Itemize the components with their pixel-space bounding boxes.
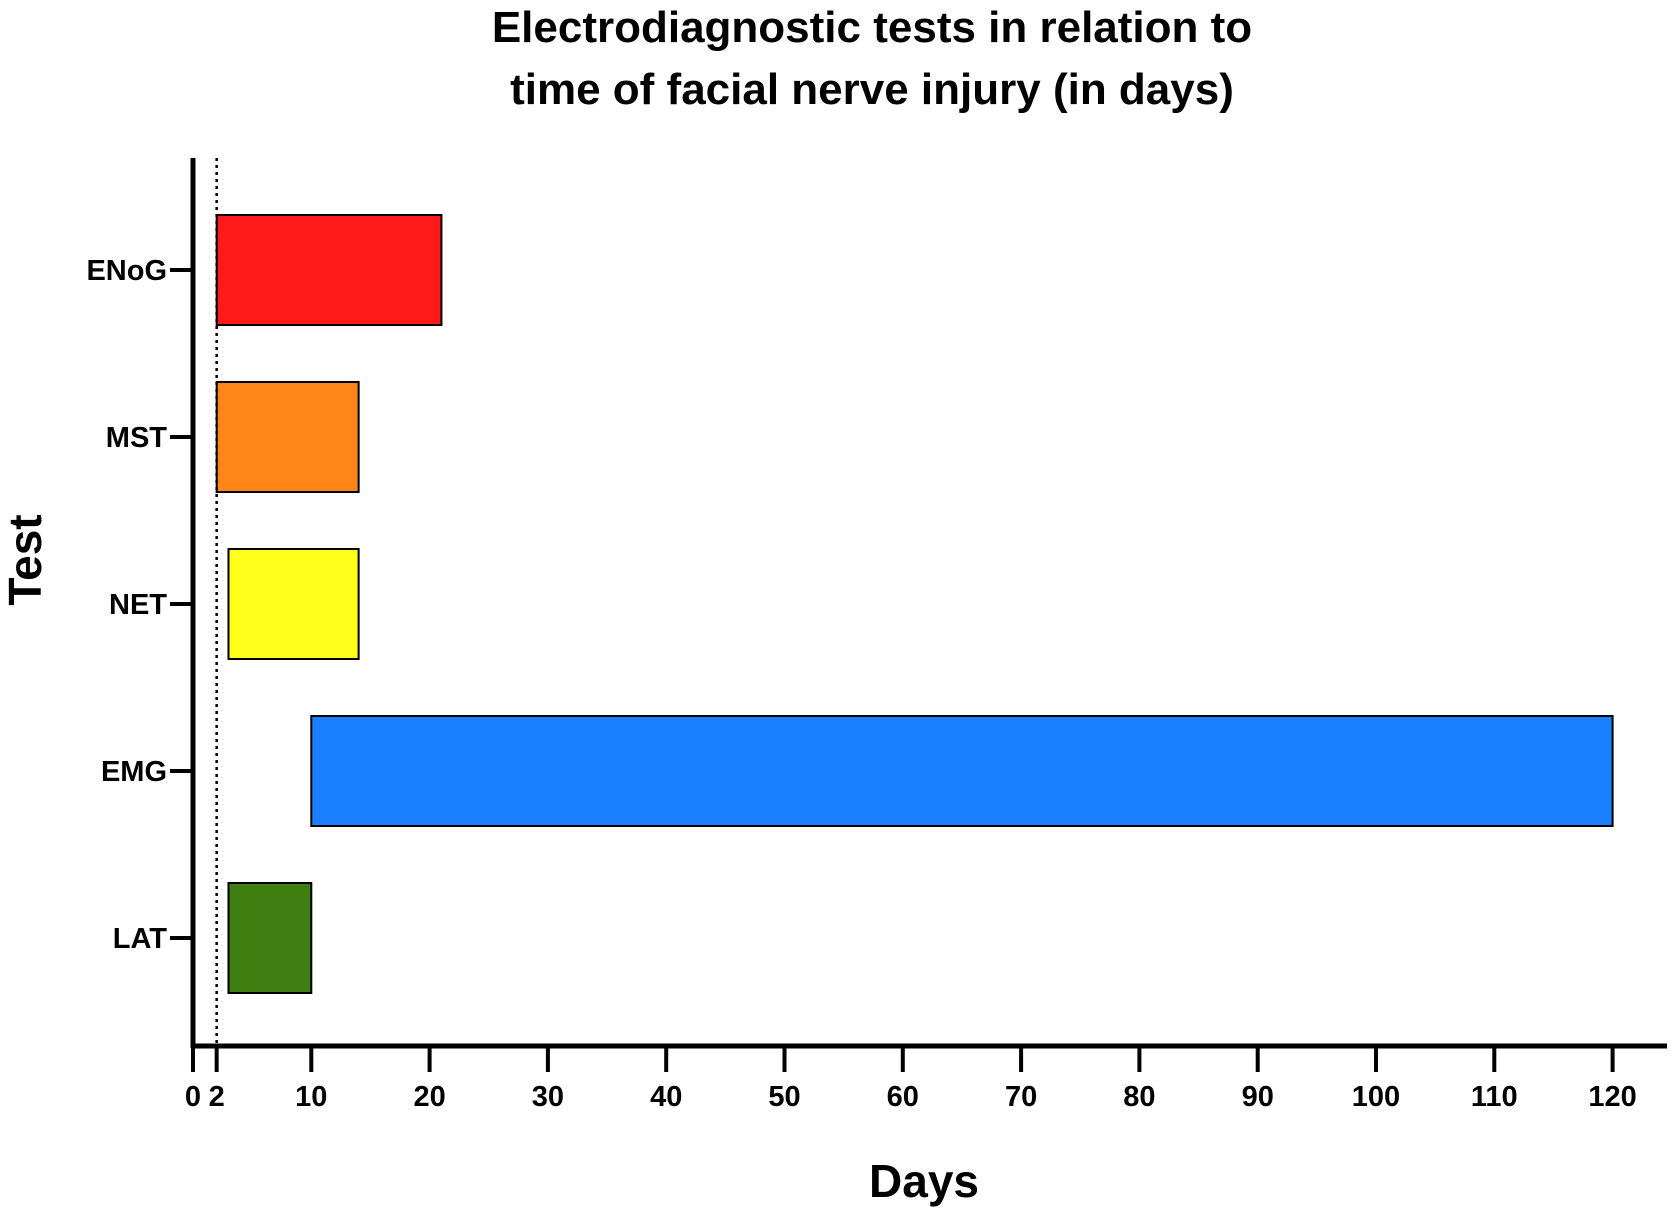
x-tick-label: 110 — [1471, 1081, 1518, 1113]
chart-title-line-2: time of facial nerve injury (in days) — [510, 65, 1234, 114]
x-tick-label: 120 — [1588, 1081, 1636, 1113]
x-tick-label: 90 — [1242, 1081, 1274, 1113]
x-tick-label: 20 — [413, 1081, 445, 1113]
x-tick-label: 100 — [1352, 1081, 1400, 1113]
x-tick-label: 80 — [1123, 1081, 1155, 1113]
y-axis-label: Test — [0, 514, 51, 605]
y-tick-label-mst: MST — [106, 422, 168, 454]
y-tick-label-enog: ENoG — [86, 255, 167, 287]
bar-mst — [215, 381, 360, 493]
bars-layer — [215, 214, 1614, 994]
bar-lat — [227, 882, 313, 994]
bar-net — [227, 548, 360, 660]
bar-emg — [310, 715, 1614, 827]
y-tick-label-lat: LAT — [113, 923, 168, 955]
chart-title-line-1: Electrodiagnostic tests in relation to — [492, 3, 1252, 52]
x-axis-label: Days — [869, 1155, 979, 1207]
x-tick-label: 60 — [887, 1081, 919, 1113]
bar-enog — [215, 214, 443, 326]
y-ticks: ENoG MST NET EMG LAT — [86, 255, 193, 955]
x-ticks: 0 2 10 20 30 40 50 60 70 80 90 100 110 120 — [185, 1046, 1637, 1113]
x-tick-label: 40 — [650, 1081, 682, 1113]
x-tick-label: 30 — [532, 1081, 564, 1113]
x-tick-label: 2 — [209, 1081, 225, 1113]
x-tick-label: 70 — [1005, 1081, 1037, 1113]
chart-title: Electrodiagnostic tests in relation to t… — [492, 3, 1252, 114]
y-tick-label-emg: EMG — [101, 756, 167, 788]
x-tick-label: 10 — [295, 1081, 327, 1113]
x-tick-label: 50 — [768, 1081, 800, 1113]
y-tick-label-net: NET — [109, 589, 167, 621]
x-tick-label: 0 — [185, 1081, 201, 1113]
